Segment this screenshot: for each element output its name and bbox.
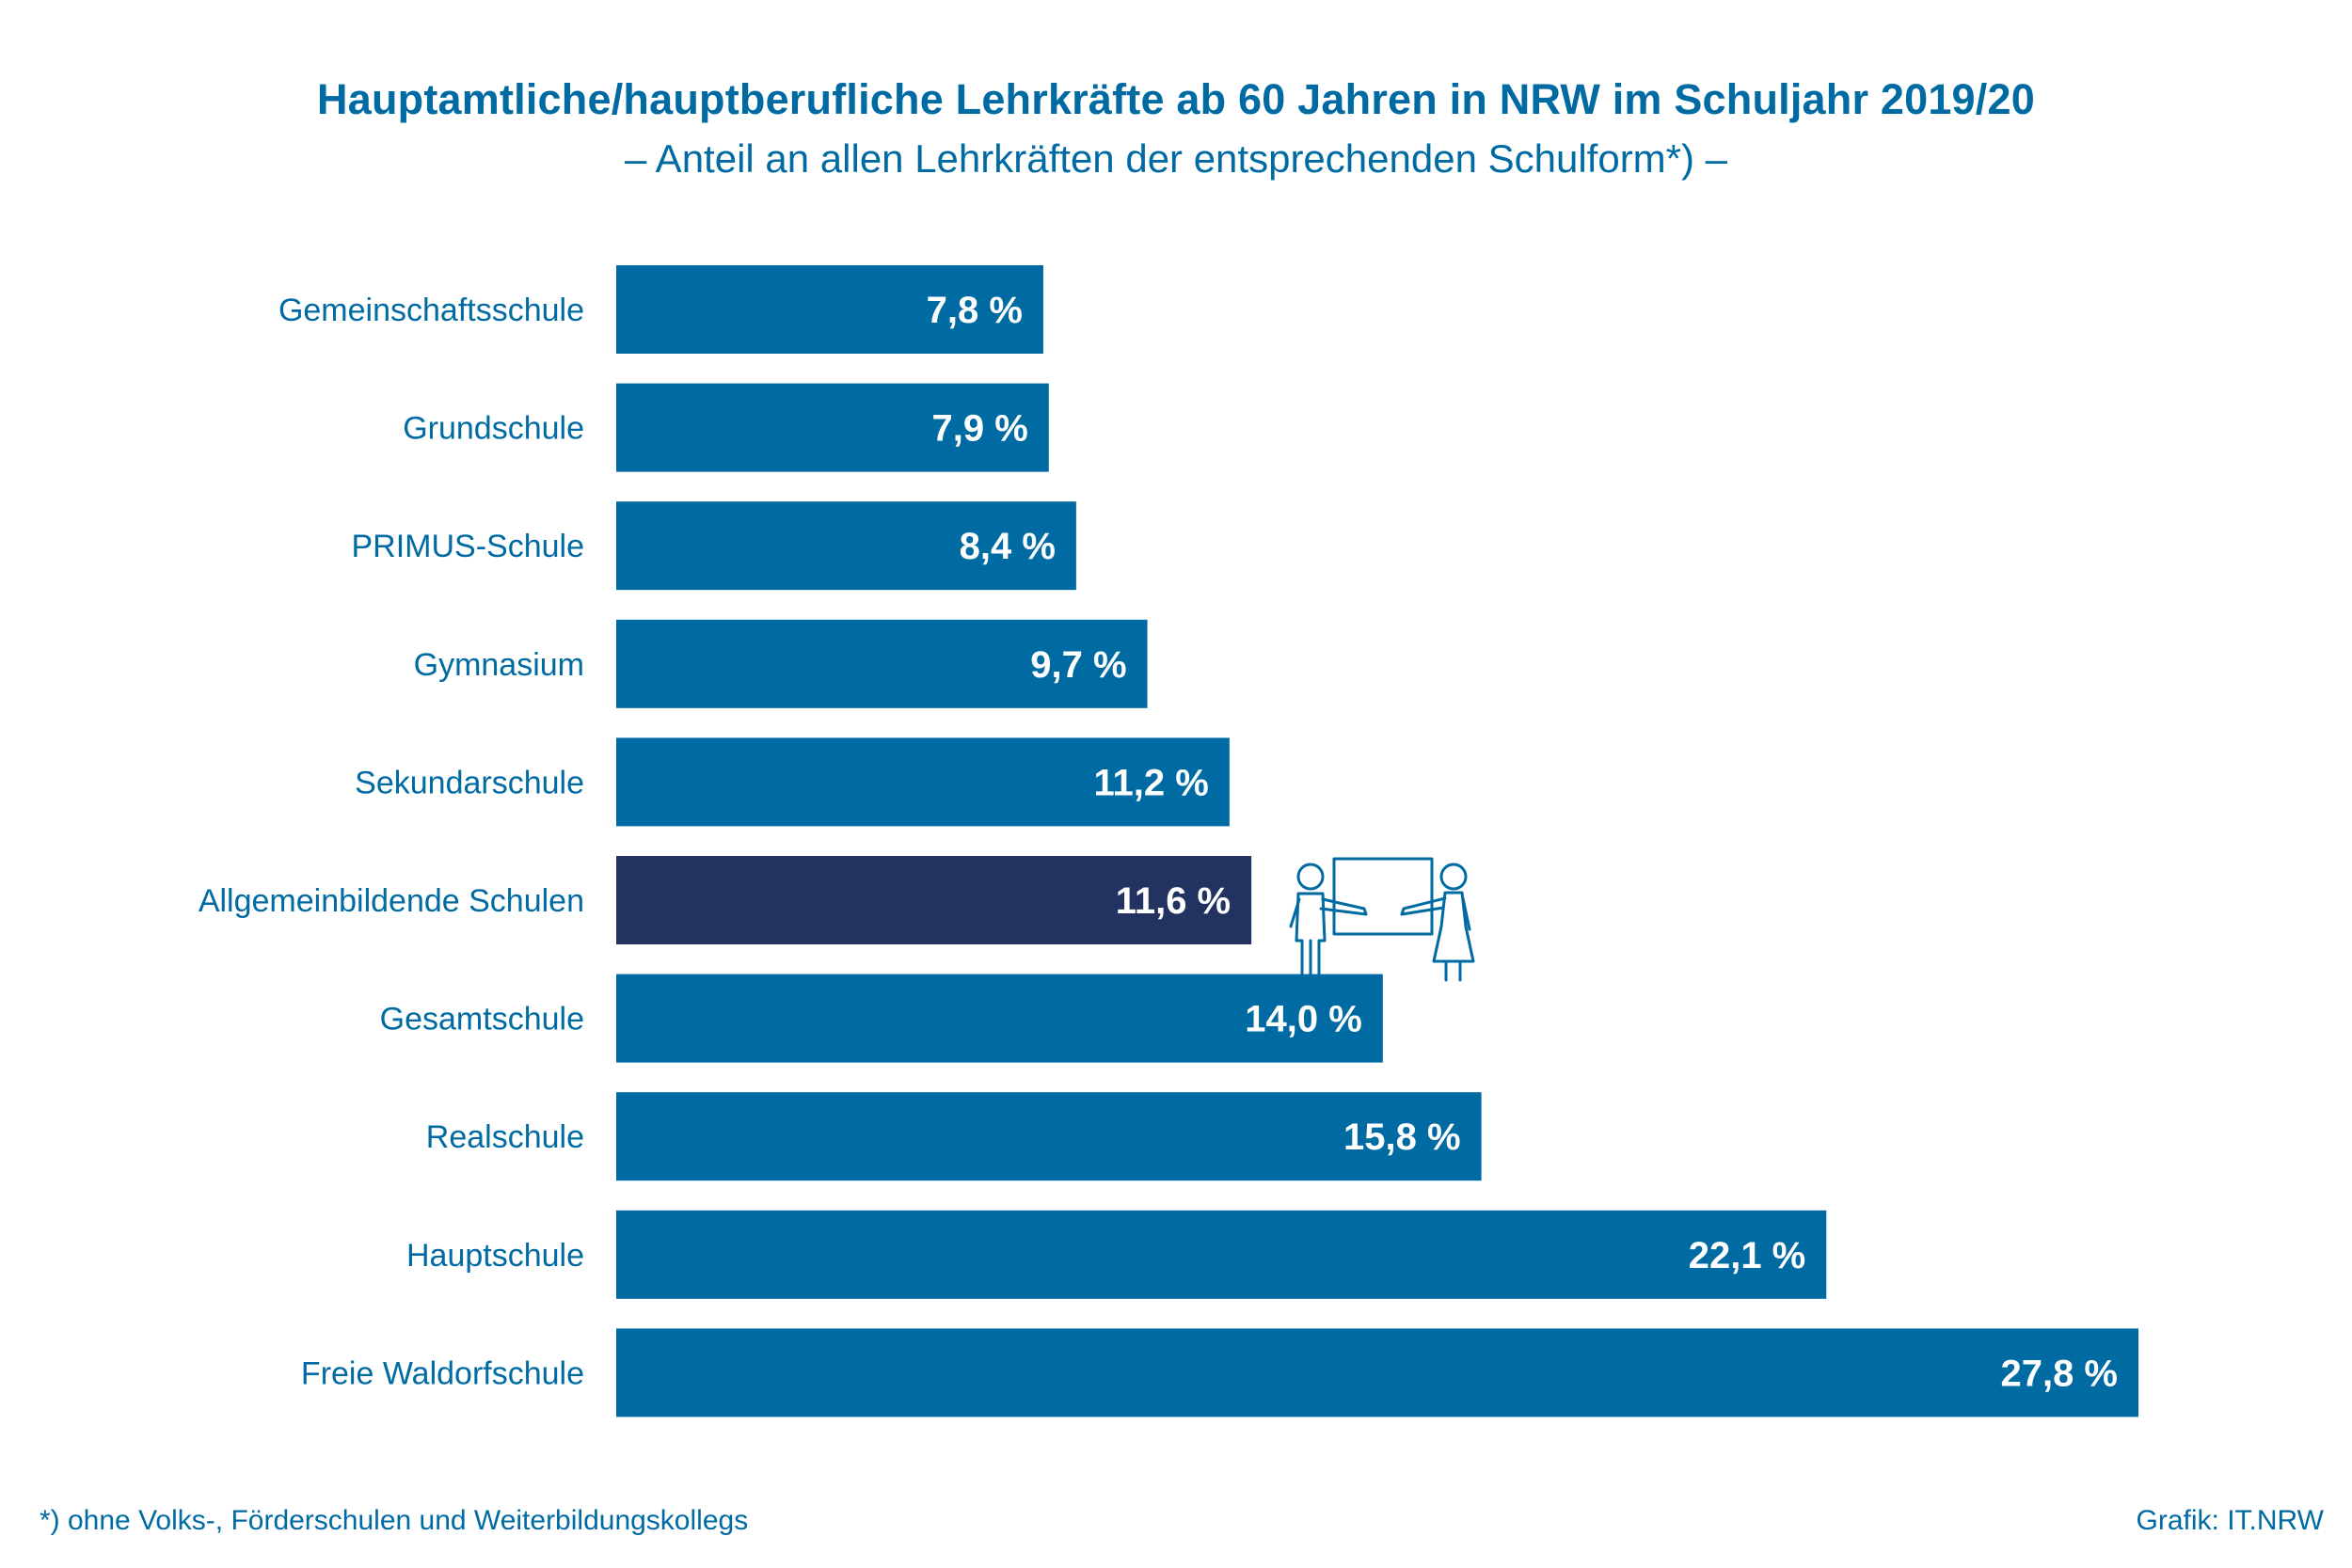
bar-realschule (616, 1092, 1482, 1181)
category-label: PRIMUS-Schule (351, 529, 584, 564)
value-label: 11,2 % (1094, 762, 1209, 803)
category-label: Gymnasium (414, 647, 584, 683)
chart-subtitle: – Anteil an allen Lehrkräften der entspr… (624, 136, 1728, 181)
bar-freie-waldorfschule (616, 1328, 2138, 1418)
teachers-at-whiteboard-icon (1289, 857, 1475, 982)
value-label: 7,9 % (931, 408, 1027, 450)
category-label: Sekundarschule (355, 765, 584, 800)
value-label: 7,8 % (927, 290, 1023, 331)
bar-gemeinschaftsschule (616, 265, 1043, 354)
bar-primus-schule (616, 501, 1076, 591)
bar-hauptschule (616, 1210, 1827, 1299)
bar-gymnasium (616, 619, 1148, 708)
value-label: 22,1 % (1689, 1235, 1806, 1276)
value-label: 9,7 % (1030, 644, 1126, 686)
bar-allgemeinbildende-schulen (616, 856, 1252, 944)
category-label: Realschule (426, 1119, 584, 1155)
category-label: Gesamtschule (380, 1002, 584, 1037)
category-label: Hauptschule (406, 1238, 584, 1274)
value-label: 8,4 % (960, 526, 1056, 567)
graphic-credit: Grafik: IT.NRW (2136, 1505, 2324, 1536)
value-label: 27,8 % (2000, 1353, 2118, 1394)
category-label: Freie Waldorfschule (301, 1355, 584, 1391)
footnote: *) ohne Volks-, Förderschulen und Weiter… (40, 1505, 749, 1536)
value-label: 11,6 % (1116, 880, 1231, 922)
category-label: Grundschule (403, 411, 584, 447)
category-label: Gemeinschaftsschule (278, 293, 584, 328)
category-label: Allgemeinbildende Schulen (199, 883, 584, 919)
bar-gesamtschule (616, 974, 1383, 1063)
value-label: 14,0 % (1245, 999, 1362, 1040)
chart-title: Hauptamtliche/hauptberufliche Lehrkräfte… (317, 75, 2035, 123)
bar-grundschule (616, 383, 1049, 472)
bars-layer: Gemeinschaftsschule 7,8 % Grundschule 7,9 %… (199, 265, 2138, 1418)
bar-sekundarschule (616, 737, 1230, 827)
value-label: 15,8 % (1343, 1117, 1461, 1158)
